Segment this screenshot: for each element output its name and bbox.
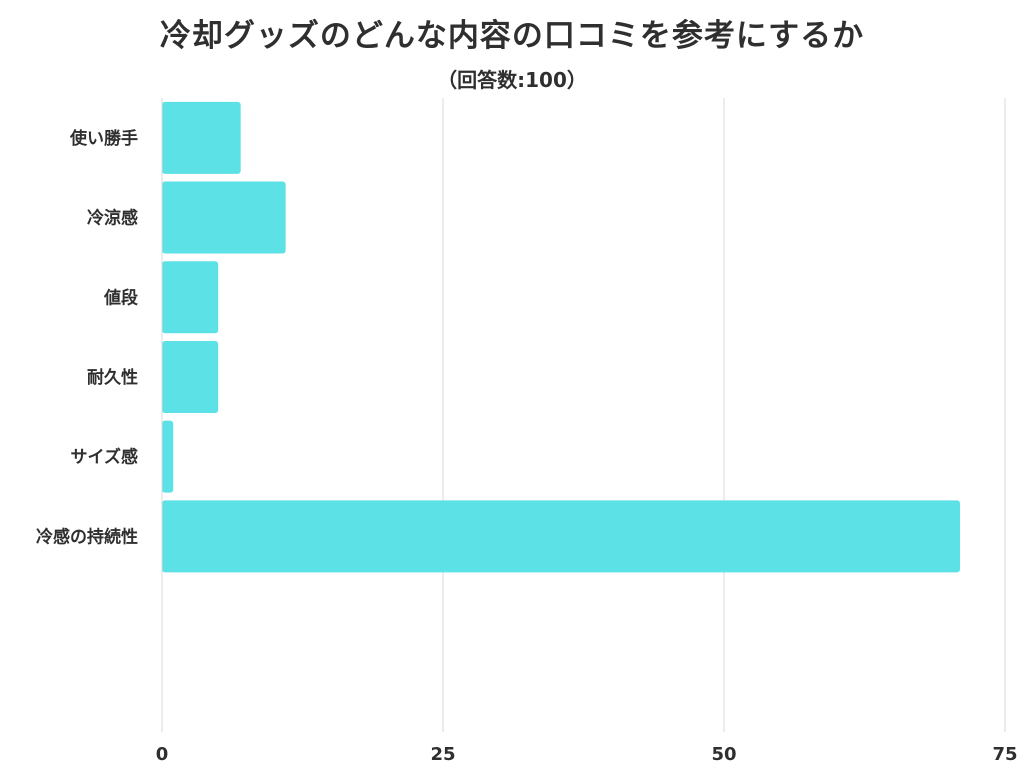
y-category-label: 耐久性: [87, 367, 138, 388]
bar-1: [162, 101, 241, 174]
chart-subtitle: （回答数:100）: [437, 68, 587, 92]
x-tick-label: 25: [430, 744, 455, 765]
y-category-label: 冷涼感: [87, 208, 138, 229]
bar-5: [162, 420, 174, 493]
y-category-label: サイズ感: [71, 447, 139, 468]
y-category-label: 使い勝手: [69, 128, 138, 149]
x-tick-label: 0: [156, 744, 169, 765]
y-category-label: 値段: [103, 287, 138, 308]
chart-title: 冷却グッズのどんな内容の口コミを参考にするか: [159, 18, 865, 54]
x-tick-label: 75: [992, 744, 1017, 765]
bar-3: [162, 261, 219, 334]
bar-6: [162, 500, 961, 573]
y-category-label: 冷感の持続性: [36, 526, 138, 547]
bar-2: [162, 181, 286, 254]
bar-4: [162, 340, 219, 413]
x-tick-label: 50: [711, 744, 736, 765]
